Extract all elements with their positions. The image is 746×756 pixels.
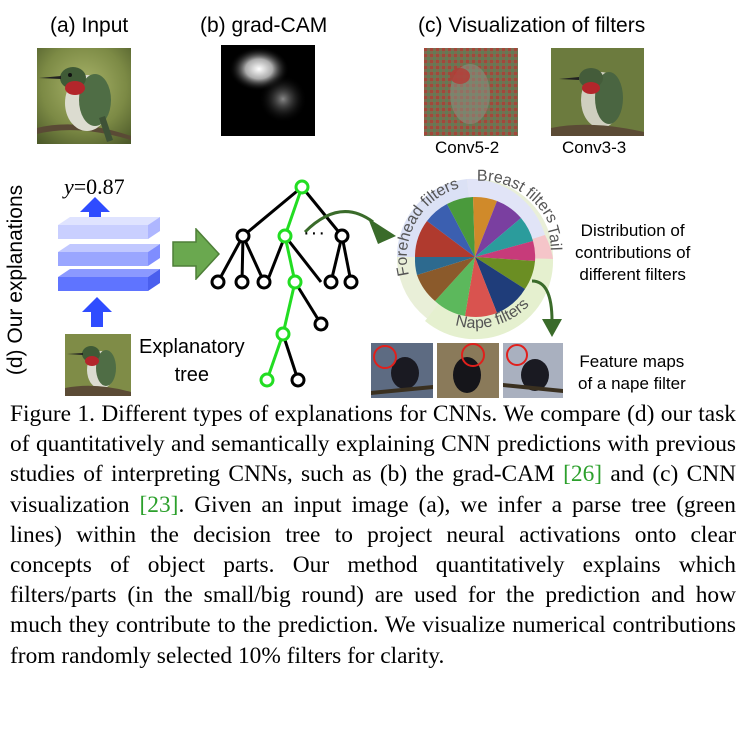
tree-ellipsis: ···: [303, 222, 326, 244]
tree-label-line2: tree: [174, 364, 210, 386]
prediction-value: =0.87: [73, 174, 125, 199]
feature-maps-line1: Feature maps: [579, 352, 685, 371]
cnn-layer-3: [58, 269, 160, 291]
distribution-line3: different filters: [579, 265, 686, 284]
conv3-3-label: Conv3-3: [562, 138, 627, 157]
input-arrow-icon: [82, 297, 112, 327]
prediction-variable: y: [64, 174, 74, 199]
panel-c-label: (c) Visualization of filters: [418, 14, 646, 37]
citation-26-link[interactable]: [26]: [563, 461, 603, 488]
gradcam-heatmap-image: [221, 45, 315, 136]
explanatory-tree: [210, 179, 374, 388]
feature-maps-line2: of a nape filter: [578, 374, 686, 393]
caption-text-1: We compare (d) our task of quantitativel…: [10, 401, 736, 488]
block-arrow-icon: [172, 228, 220, 280]
figure-1: (a) Input (b) grad-CAM: [4, 14, 690, 398]
citation-23-link[interactable]: [23]: [139, 491, 179, 518]
distribution-label: Distribution of contributions of differe…: [575, 220, 690, 286]
pie-label-tail: Tail: [543, 224, 564, 251]
output-arrow-icon: [80, 197, 110, 225]
caption-title: Figure 1. Different types of explanation…: [10, 401, 498, 427]
caption-text-3: . Given an input image (a), we infer a p…: [10, 491, 737, 669]
tree-to-pie-arrow-icon: [368, 218, 396, 244]
panel-a-label: (a) Input: [50, 14, 129, 37]
input-bird-image: [37, 48, 131, 144]
conv5-2-visualization-image: [424, 48, 518, 136]
pie-slices: [414, 196, 536, 317]
feature-maps-label: Feature maps of a nape filter: [578, 351, 686, 395]
cnn-layer-2: [58, 244, 160, 266]
feature-map-image-2: [437, 343, 499, 398]
tree-label: Explanatory tree: [139, 333, 245, 389]
nape-to-feature-arrow-icon: [531, 279, 562, 337]
cnn-layer-stack: [58, 197, 160, 327]
feature-map-image-3: [503, 343, 563, 398]
cnn-layer-1: [58, 217, 160, 239]
conv5-2-label: Conv5-2: [435, 138, 500, 157]
distribution-line2: contributions of: [575, 243, 691, 262]
small-input-bird-image: [65, 334, 131, 396]
filter-contribution-pie: Forehead filters Breast filters Tail Nap…: [394, 168, 564, 340]
panel-b-label: (b) grad-CAM: [200, 14, 328, 37]
panel-d-label: (d) Our explanations: [4, 184, 27, 376]
prediction-score: y=0.87: [64, 174, 125, 200]
tree-label-line1: Explanatory: [139, 336, 245, 358]
distribution-line1: Distribution of: [580, 221, 685, 240]
panel-d-label-wrapper: (d) Our explanations: [4, 165, 28, 395]
feature-map-image-1: [371, 343, 433, 398]
figure-caption: Figure 1. Different types of explanation…: [10, 399, 736, 671]
caption-text-2: and (c) CNN visualization: [10, 461, 736, 518]
conv3-3-visualization-image: [551, 48, 644, 136]
